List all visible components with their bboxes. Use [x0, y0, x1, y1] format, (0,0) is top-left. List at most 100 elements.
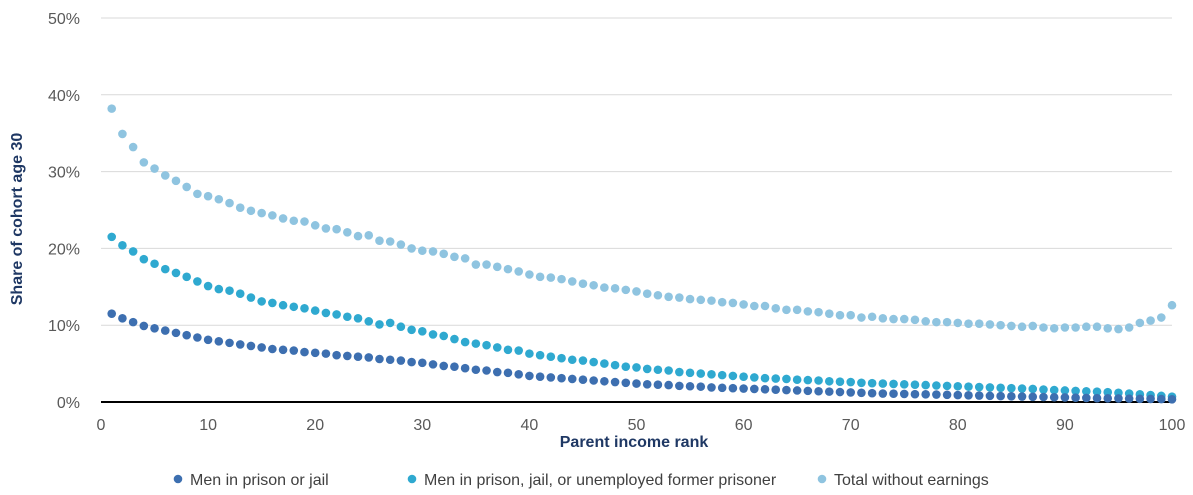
- data-point: [107, 232, 117, 242]
- data-point: [782, 305, 791, 315]
- data-point: [1167, 395, 1177, 404]
- data-point: [996, 391, 1005, 401]
- data-point: [792, 375, 802, 385]
- data-point: [1082, 322, 1091, 332]
- data-point: [867, 378, 877, 388]
- data-point: [407, 325, 416, 335]
- data-point: [910, 315, 920, 325]
- data-point: [675, 381, 684, 391]
- data-point: [439, 331, 449, 341]
- data-point: [450, 252, 459, 262]
- data-point: [353, 313, 363, 323]
- data-point: [600, 283, 609, 292]
- data-point: [450, 334, 459, 344]
- data-point: [1017, 322, 1027, 332]
- data-point: [696, 369, 706, 378]
- data-point: [396, 356, 406, 365]
- data-point: [889, 314, 898, 324]
- x-tick-label: 20: [306, 417, 324, 434]
- data-point: [1071, 393, 1080, 402]
- data-point: [878, 313, 888, 323]
- data-point: [750, 373, 759, 382]
- data-point: [717, 383, 727, 393]
- data-point: [546, 373, 556, 382]
- data-point: [214, 194, 224, 204]
- data-point: [750, 301, 759, 311]
- data-point: [364, 317, 374, 326]
- data-point: [1039, 385, 1048, 394]
- data-point: [310, 348, 320, 358]
- data-point: [364, 231, 374, 240]
- data-point: [1028, 321, 1038, 331]
- data-point: [675, 293, 684, 302]
- data-point: [932, 381, 941, 390]
- data-point: [696, 382, 706, 391]
- data-point: [739, 372, 748, 381]
- legend-label: Men in prison, jail, or unemployed forme…: [424, 472, 777, 489]
- data-point: [889, 379, 898, 389]
- data-point: [696, 295, 706, 305]
- data-point: [525, 371, 534, 381]
- data-point: [203, 281, 213, 291]
- data-point: [385, 237, 395, 246]
- data-point: [150, 259, 159, 269]
- data-point: [760, 385, 770, 394]
- data-point: [1028, 384, 1038, 394]
- data-point: [503, 345, 513, 355]
- data-point: [803, 386, 813, 396]
- data-point: [160, 171, 170, 180]
- data-point: [1071, 386, 1080, 396]
- data-point: [1028, 392, 1038, 402]
- data-point: [246, 206, 256, 216]
- data-point: [642, 380, 652, 389]
- data-point: [514, 267, 523, 276]
- data-point: [632, 363, 641, 372]
- data-point: [139, 254, 149, 264]
- data-point: [171, 328, 181, 338]
- data-point: [300, 217, 309, 226]
- data-point: [728, 298, 738, 308]
- data-point: [289, 346, 299, 355]
- legend-marker: [173, 474, 183, 484]
- data-point: [942, 317, 952, 327]
- data-point: [535, 272, 545, 282]
- data-point: [974, 382, 984, 392]
- data-point: [814, 376, 823, 385]
- data-point: [1060, 393, 1070, 402]
- data-point: [407, 357, 416, 367]
- data-point: [182, 272, 191, 282]
- data-point: [492, 367, 502, 377]
- data-point: [1007, 392, 1016, 401]
- data-point: [503, 368, 513, 378]
- data-point: [771, 304, 781, 313]
- data-point: [364, 353, 374, 362]
- data-point: [321, 308, 331, 318]
- data-point: [664, 380, 673, 390]
- data-point: [878, 379, 888, 388]
- data-point: [664, 292, 673, 302]
- data-point: [1156, 394, 1166, 404]
- data-point: [707, 296, 716, 305]
- data-point: [428, 247, 438, 256]
- data-point: [610, 284, 620, 293]
- data-point: [375, 320, 384, 329]
- data-point: [407, 244, 416, 253]
- data-point: [857, 313, 866, 322]
- data-point: [257, 208, 266, 218]
- data-point: [171, 268, 181, 278]
- data-point: [899, 314, 909, 324]
- data-point: [150, 323, 159, 333]
- data-point: [385, 355, 395, 365]
- data-point: [653, 380, 663, 390]
- data-point: [953, 318, 963, 328]
- data-point: [278, 345, 288, 355]
- data-point: [567, 355, 577, 365]
- data-point: [235, 340, 245, 349]
- data-point: [492, 262, 502, 272]
- data-point: [343, 312, 352, 322]
- data-point: [846, 377, 855, 387]
- data-point: [343, 227, 352, 237]
- data-point: [460, 254, 470, 263]
- data-point: [332, 224, 341, 234]
- data-point: [396, 240, 406, 249]
